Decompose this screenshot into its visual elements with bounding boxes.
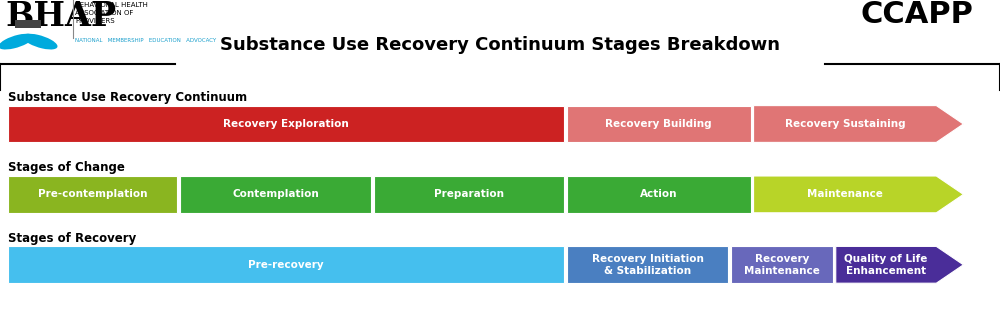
- Ellipse shape: [22, 34, 58, 50]
- Polygon shape: [836, 246, 963, 283]
- Bar: [567, 106, 751, 142]
- Bar: [8, 246, 564, 283]
- Text: Recovery Initiation
& Stabilization: Recovery Initiation & Stabilization: [592, 254, 704, 276]
- Ellipse shape: [0, 34, 34, 50]
- Text: BHAP: BHAP: [5, 0, 116, 33]
- Text: Substance Use Recovery Continuum Stages Breakdown: Substance Use Recovery Continuum Stages …: [220, 36, 780, 54]
- Bar: [567, 176, 751, 213]
- Bar: [8, 106, 564, 142]
- Text: Quality of Life
Enhancement: Quality of Life Enhancement: [844, 254, 928, 276]
- Text: BEHAVIORAL HEALTH
ASSOCIATION OF
PROVIDERS: BEHAVIORAL HEALTH ASSOCIATION OF PROVIDE…: [75, 2, 148, 24]
- Polygon shape: [754, 176, 963, 213]
- Text: Recovery Sustaining: Recovery Sustaining: [785, 119, 905, 129]
- Text: Recovery
Maintenance: Recovery Maintenance: [744, 254, 820, 276]
- Text: Maintenance: Maintenance: [807, 189, 883, 199]
- Text: Preparation: Preparation: [434, 189, 504, 199]
- Text: Stages of Change: Stages of Change: [8, 162, 125, 174]
- Bar: [731, 246, 833, 283]
- Polygon shape: [754, 106, 963, 142]
- Text: Action: Action: [640, 189, 678, 199]
- Bar: [8, 176, 177, 213]
- Text: Recovery Exploration: Recovery Exploration: [223, 119, 349, 129]
- Text: Pre-recovery: Pre-recovery: [248, 260, 324, 270]
- Bar: [374, 176, 564, 213]
- Text: Contemplation: Contemplation: [232, 189, 319, 199]
- Bar: [180, 176, 371, 213]
- Text: Pre-contemplation: Pre-contemplation: [38, 189, 147, 199]
- Text: Substance Use Recovery Continuum: Substance Use Recovery Continuum: [8, 91, 247, 104]
- Text: NATIONAL   MEMBERSHIP   EDUCATION   ADVOCACY: NATIONAL MEMBERSHIP EDUCATION ADVOCACY: [75, 38, 216, 44]
- Text: Recovery Building: Recovery Building: [605, 119, 712, 129]
- Text: CCAPP: CCAPP: [860, 0, 973, 29]
- Text: Stages of Recovery: Stages of Recovery: [8, 232, 136, 245]
- Bar: [567, 246, 728, 283]
